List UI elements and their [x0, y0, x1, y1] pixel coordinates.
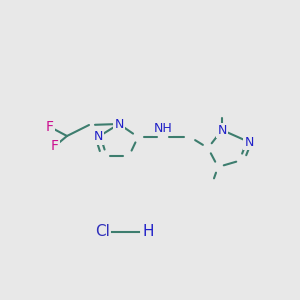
Text: N: N — [114, 118, 124, 130]
Text: Cl: Cl — [96, 224, 110, 239]
Text: F: F — [46, 120, 54, 134]
Text: NH: NH — [154, 122, 172, 134]
Text: N: N — [93, 130, 103, 143]
Text: N: N — [244, 136, 254, 148]
Text: N: N — [217, 124, 227, 136]
Text: F: F — [51, 139, 59, 153]
Text: H: H — [142, 224, 154, 239]
